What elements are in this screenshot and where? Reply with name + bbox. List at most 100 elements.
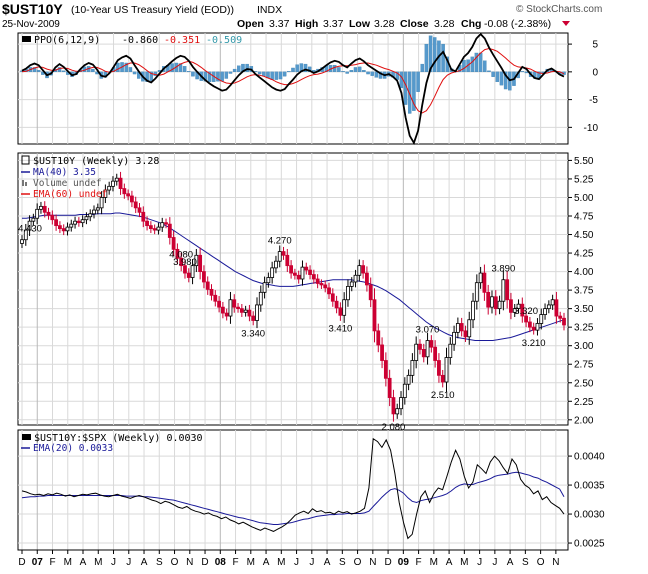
price-candle: [539, 314, 544, 324]
price-candle: [239, 308, 244, 313]
x-tick-label: S: [156, 557, 163, 568]
price-candle: [281, 251, 286, 256]
ppo-histogram-bar: [520, 71, 525, 73]
price-candle: [243, 309, 248, 313]
ppo-histogram-bar: [441, 43, 445, 72]
price-candle: [183, 265, 187, 274]
ppo-histogram-bar: [128, 67, 133, 73]
high-value: 3.37: [323, 18, 344, 30]
x-tick-label: A: [80, 557, 87, 568]
price-candle: [380, 344, 384, 361]
price-candle: [133, 201, 138, 209]
price-candle: [213, 294, 218, 302]
price-candle: [99, 197, 104, 209]
chg-value: -0.08 (-2.38%): [484, 18, 551, 30]
ppo-histogram-bar: [337, 67, 341, 73]
price-candle: [107, 185, 112, 191]
price-candle: [186, 272, 191, 278]
price-tick-label: 5.25: [574, 174, 594, 185]
price-tick-label: 5.00: [574, 193, 594, 204]
down-arrow-icon: [562, 21, 570, 26]
ppo-histogram-bar: [332, 65, 337, 73]
x-tick-label: A: [263, 557, 270, 568]
price-candle: [383, 360, 388, 379]
x-tick-label: F: [416, 557, 422, 568]
ppo-histogram-bar: [420, 63, 424, 73]
price-candle: [474, 282, 479, 302]
price-candle: [232, 299, 237, 308]
x-tick-label: M: [460, 557, 468, 568]
price-candle: [88, 213, 93, 218]
ppo-tick-label: 5: [592, 40, 598, 51]
ppo-tick-label: -5: [589, 95, 598, 106]
x-tick-label: O: [354, 557, 362, 568]
price-tick-label: 4.75: [574, 211, 594, 222]
ppo-histogram-bar: [36, 70, 41, 72]
price-candle: [114, 177, 119, 182]
ppo-histogram-bar: [191, 71, 195, 77]
ppo-histogram-bar: [491, 71, 495, 77]
chart-header: $UST10Y (10-Year US Treasury Yield (EOD)…: [2, 1, 602, 30]
price-candle: [406, 374, 411, 385]
price-candle: [349, 281, 354, 287]
ppo-histogram-bar: [287, 71, 291, 73]
price-candle: [452, 331, 456, 345]
price-annotation: 2.080: [382, 422, 406, 433]
ppo-histogram-bar: [257, 71, 262, 75]
x-tick-label: 09: [398, 557, 410, 568]
price-candle: [562, 317, 566, 326]
ppo-histogram-bar: [295, 64, 299, 73]
x-tick-label: D: [18, 557, 25, 568]
ppo-histogram-bar: [487, 70, 491, 72]
price-candle: [58, 225, 62, 229]
price-candle: [482, 272, 487, 293]
price-candle: [152, 228, 157, 231]
x-tick-label: J: [492, 557, 497, 568]
ppo-histogram-bar: [366, 71, 370, 75]
price-candle: [550, 299, 555, 306]
ema-legend-label: EMA(60) undef: [33, 189, 107, 200]
ppo-histogram-bar: [470, 56, 475, 73]
price-candle: [220, 306, 225, 314]
price-bars: [20, 171, 566, 422]
price-panel: 4.430 4.270 4.080 3.340 3.410 3.070 2.510 2.080…: [17, 152, 594, 433]
price-candle: [247, 309, 252, 317]
ppo-legend: PPO(6,12,9) -0.860 -0.351 -0.509: [22, 35, 242, 46]
volume-legend-label: Volume undef: [33, 178, 102, 189]
price-candle: [209, 288, 214, 296]
price-candle: [558, 315, 563, 319]
price-candle: [258, 291, 263, 306]
price-candle: [497, 300, 502, 310]
x-tick-label: M: [430, 557, 438, 568]
ppo-histogram-bar: [428, 35, 433, 73]
price-candle: [179, 257, 184, 267]
price-candle: [421, 349, 426, 358]
price-candle: [300, 266, 305, 280]
x-tick-label: A: [507, 557, 514, 568]
price-candle: [190, 265, 195, 278]
ratio-tick-label: 0.0035: [574, 481, 605, 492]
ppo-histogram-bar: [345, 71, 349, 74]
price-candle: [236, 306, 240, 310]
price-annotation: 3.210: [522, 338, 546, 349]
price-candle: [372, 299, 377, 332]
ratio-panel: 0.0040 0.0035 0.0030 0.0025 $UST10Y:$SPX (W…: [17, 429, 605, 551]
price-candle: [164, 222, 168, 225]
x-tick-label: A: [141, 557, 148, 568]
price-tick-label: 4.50: [574, 230, 594, 241]
price-candle: [429, 340, 434, 348]
price-candle: [334, 300, 339, 309]
price-tick-label: 3.50: [574, 304, 594, 315]
price-candle: [141, 211, 146, 222]
ppo-tick-label: 0: [592, 67, 598, 78]
ppo-histogram-bar: [237, 65, 241, 73]
price-candle: [410, 360, 415, 376]
x-tick-label: A: [324, 557, 331, 568]
price-annotation: 3.320: [514, 306, 538, 317]
ppo-histogram-bar: [187, 71, 191, 73]
price-annotation: 3.890: [491, 264, 515, 275]
price-candle: [315, 278, 320, 284]
ppo-legend-value-3: -0.509: [206, 35, 242, 46]
price-candle: [387, 377, 392, 398]
price-candle: [35, 208, 40, 219]
